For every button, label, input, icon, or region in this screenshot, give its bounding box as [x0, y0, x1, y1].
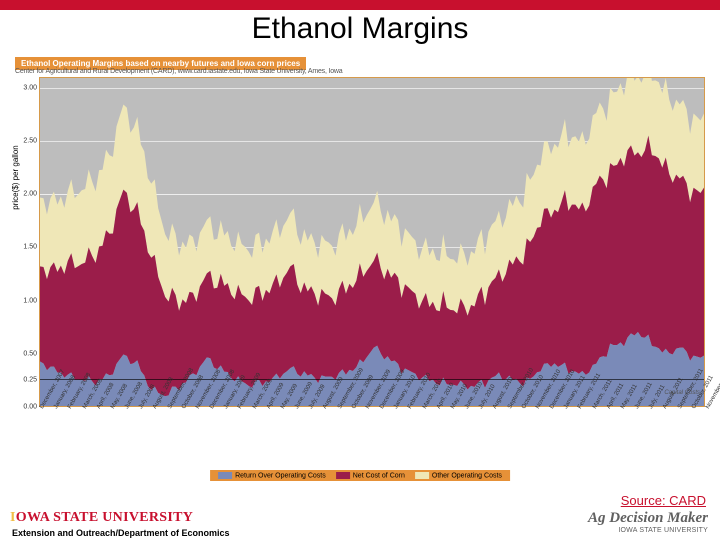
top-accent-bar: [0, 0, 720, 10]
logo-rest: OWA STATE: [16, 510, 103, 525]
legend: Return Over Operating Costs Net Cost of C…: [210, 470, 510, 481]
brand-title: Ag Decision Maker: [588, 510, 708, 527]
legend-item: Net Cost of Corn: [336, 472, 405, 479]
university-logo-text: IOWA STATE UNIVERSITY: [10, 510, 193, 526]
y-tick: 0.00: [23, 404, 37, 411]
legend-label: Net Cost of Corn: [353, 472, 405, 479]
logo-univ: UNIVERSITY: [102, 510, 193, 525]
y-tick: 1.50: [23, 244, 37, 251]
y-tick: 1.00: [23, 297, 37, 304]
legend-item: Return Over Operating Costs: [218, 472, 326, 479]
legend-swatch: [415, 472, 429, 479]
legend-label: Other Operating Costs: [432, 472, 502, 479]
legend-swatch: [336, 472, 350, 479]
legend-swatch: [218, 472, 232, 479]
y-tick: 2.50: [23, 137, 37, 144]
brand-sub: IOWA STATE UNIVERSITY: [588, 527, 708, 534]
chart-container: Ethanol Operating Margins based on nearb…: [8, 52, 712, 484]
plot-area: Capital Costs: [39, 77, 705, 407]
chart-title-bar: Ethanol Operating Margins based on nearb…: [9, 53, 711, 67]
chart-svg: [40, 78, 704, 406]
y-tick: 0.25: [23, 377, 37, 384]
slide-title: Ethanol Margins: [0, 12, 720, 46]
brand-block: Ag Decision Maker IOWA STATE UNIVERSITY: [588, 510, 708, 534]
legend-label: Return Over Operating Costs: [235, 472, 326, 479]
y-tick: 3.00: [23, 84, 37, 91]
footer: IOWA STATE UNIVERSITY Extension and Outr…: [0, 506, 720, 540]
chart-subtitle: Center for Agricultural and Rural Develo…: [9, 67, 711, 77]
slide: Ethanol Margins Ethanol Operating Margin…: [0, 0, 720, 540]
y-tick: 0.50: [23, 350, 37, 357]
plot-wrap: price($) per gallon 0.000.250.501.001.50…: [39, 77, 705, 407]
extension-text: Extension and Outreach/Department of Eco…: [12, 528, 230, 538]
y-ticks: 0.000.250.501.001.502.002.503.00: [17, 77, 37, 407]
x-ticks: December, 2007January, 2008February, 200…: [39, 407, 705, 463]
legend-item: Other Operating Costs: [415, 472, 502, 479]
y-tick: 2.00: [23, 191, 37, 198]
